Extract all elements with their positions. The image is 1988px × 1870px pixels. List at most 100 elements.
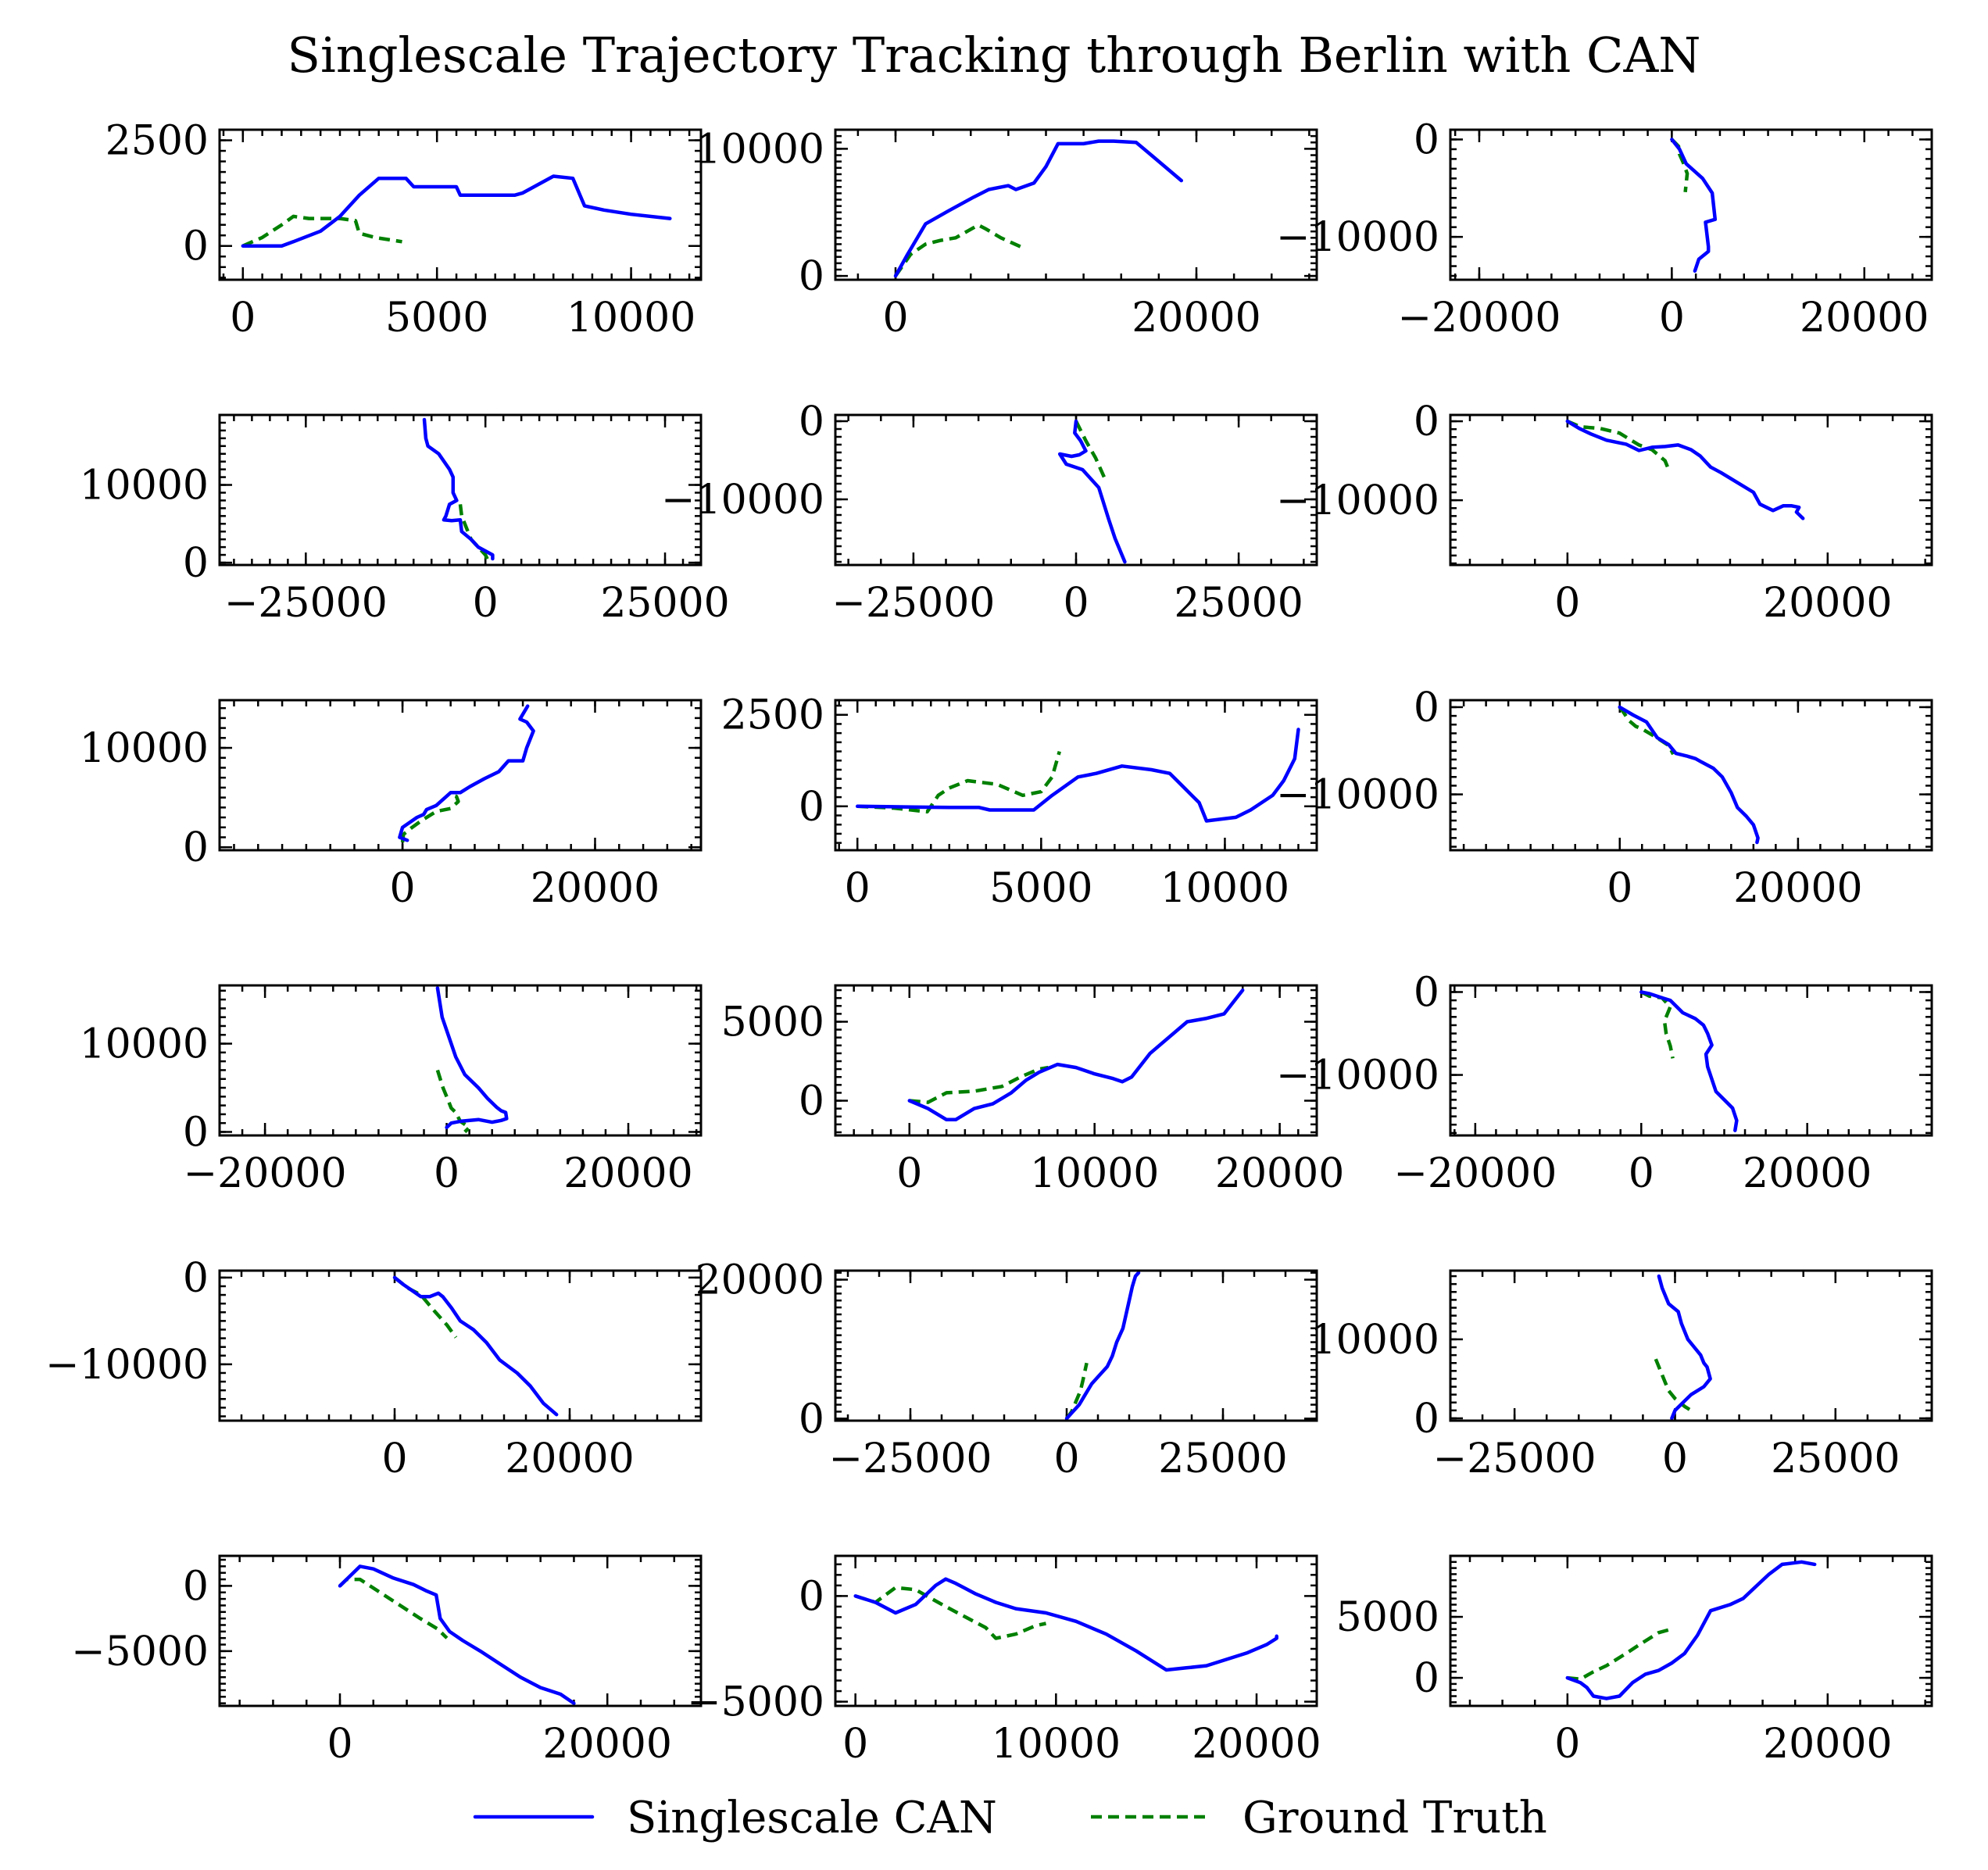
y-tick-label: 5000 — [1336, 1594, 1439, 1641]
y-tick-label: 0 — [1414, 685, 1439, 731]
x-tick-label: 10000 — [992, 1721, 1121, 1768]
axes-frame — [834, 413, 1318, 567]
axes-frame — [218, 413, 703, 567]
x-tick-label: 25000 — [1174, 580, 1303, 627]
x-tick-label: 20000 — [543, 1721, 672, 1768]
x-tick-label: 0 — [1554, 1721, 1580, 1768]
y-tick-label: 2500 — [721, 692, 824, 739]
y-tick-label: −10000 — [45, 1342, 209, 1389]
x-tick-label: 20000 — [563, 1150, 692, 1197]
x-tick-label: 0 — [390, 865, 416, 912]
axes-frame — [1449, 699, 1933, 852]
axes-frame — [218, 1554, 703, 1707]
series-line-ground-truth — [400, 792, 460, 843]
series-line-ground-truth — [1566, 420, 1670, 468]
axes-frame — [1449, 1269, 1933, 1422]
series-line-singlescale-can — [855, 728, 1300, 823]
x-tick-label: 0 — [1053, 1436, 1079, 1482]
series-line-ground-truth — [435, 1069, 471, 1134]
y-tick-label: 0 — [799, 399, 824, 445]
subplot-6: 0 20000 0 −10000 — [1276, 399, 1933, 627]
x-tick-label: 10000 — [1030, 1150, 1159, 1197]
y-tick-label: −10000 — [1276, 214, 1439, 261]
axes-frame — [218, 128, 703, 281]
series-line-singlescale-can — [1618, 705, 1760, 845]
axes-frame — [834, 128, 1318, 281]
y-tick-label: 0 — [1414, 1655, 1439, 1702]
x-tick-label: 20000 — [1800, 295, 1929, 341]
x-tick-label: 0 — [434, 1150, 459, 1197]
series-line-singlescale-can — [893, 139, 1184, 278]
subplot-16: 0 20000 0 −5000 — [71, 1554, 703, 1768]
y-tick-label: 0 — [799, 253, 824, 300]
x-tick-label: 5000 — [989, 865, 1092, 912]
series-line-singlescale-can — [1064, 1271, 1141, 1421]
series-line-singlescale-can — [338, 1564, 576, 1705]
series-line-ground-truth — [1640, 990, 1675, 1059]
series-line-singlescale-can — [392, 1275, 559, 1417]
y-tick-label: −5000 — [71, 1629, 209, 1675]
axes-frame — [834, 1269, 1318, 1422]
y-tick-label: 0 — [799, 1078, 824, 1125]
x-tick-label: 20000 — [531, 865, 660, 912]
y-tick-label: −10000 — [1276, 477, 1439, 524]
y-tick-label: −5000 — [687, 1679, 824, 1726]
x-tick-label: 25000 — [1158, 1436, 1287, 1482]
subplot-2: 0 20000 0 10000 — [695, 126, 1318, 341]
y-tick-label: 0 — [183, 1255, 209, 1302]
y-tick-label: 5000 — [721, 999, 824, 1046]
series-line-singlescale-can — [398, 704, 535, 842]
y-tick-label: 10000 — [80, 725, 209, 772]
series-line-singlescale-can — [1670, 138, 1718, 274]
x-tick-label: 25000 — [1771, 1436, 1900, 1482]
y-tick-label: 0 — [799, 1573, 824, 1620]
legend: Singlescale CAN Ground Truth — [473, 1793, 1547, 1843]
subplot-8: 0 5000 10000 0 2500 — [721, 692, 1318, 912]
x-tick-label: 20000 — [1215, 1150, 1344, 1197]
x-tick-label: 0 — [1662, 1436, 1688, 1482]
x-tick-label: 20000 — [1743, 1150, 1872, 1197]
axes-frame — [218, 984, 703, 1137]
y-tick-label: 10000 — [80, 1021, 209, 1068]
subplot-3: −20000 0 20000 0 −10000 — [1276, 116, 1933, 341]
y-tick-label: 0 — [799, 1396, 824, 1443]
x-tick-label: 0 — [1607, 865, 1632, 912]
y-tick-label: 0 — [183, 1563, 209, 1610]
x-tick-label: 10000 — [1160, 865, 1289, 912]
series-line-ground-truth — [894, 223, 1024, 277]
x-tick-label: −20000 — [184, 1150, 347, 1197]
subplot-18: 0 20000 0 5000 — [1336, 1554, 1933, 1768]
y-tick-label: 0 — [183, 824, 209, 871]
x-tick-label: 0 — [842, 1721, 868, 1768]
y-tick-label: 20000 — [695, 1257, 824, 1304]
series-line-singlescale-can — [1565, 1560, 1817, 1700]
x-tick-label: 0 — [230, 295, 256, 341]
series-line-singlescale-can — [1657, 1274, 1712, 1421]
y-tick-label: 10000 — [1310, 1317, 1439, 1364]
legend-label-singlescale-can: Singlescale CAN — [627, 1793, 997, 1843]
subplot-11: 0 10000 20000 0 5000 — [721, 984, 1344, 1197]
series-line-ground-truth — [857, 750, 1061, 814]
x-tick-label: 0 — [381, 1436, 407, 1482]
subplot-9: 0 20000 0 −10000 — [1276, 685, 1933, 912]
legend-label-ground-truth: Ground Truth — [1242, 1793, 1547, 1843]
series-line-ground-truth — [393, 1276, 458, 1339]
axes-frame — [834, 984, 1318, 1137]
series-line-singlescale-can — [241, 174, 672, 248]
x-tick-label: 0 — [845, 865, 871, 912]
x-tick-label: −25000 — [831, 580, 995, 627]
x-tick-label: 20000 — [1132, 295, 1260, 341]
x-tick-label: 20000 — [505, 1436, 634, 1482]
y-tick-label: 2500 — [105, 118, 209, 165]
y-tick-label: 0 — [1414, 969, 1439, 1016]
subplot-5: −25000 0 25000 0 −10000 — [661, 399, 1318, 627]
axes-frame — [834, 1554, 1318, 1707]
y-tick-label: 0 — [799, 784, 824, 831]
subplot-12: −20000 0 20000 0 −10000 — [1276, 969, 1933, 1197]
x-tick-label: 20000 — [1763, 580, 1892, 627]
